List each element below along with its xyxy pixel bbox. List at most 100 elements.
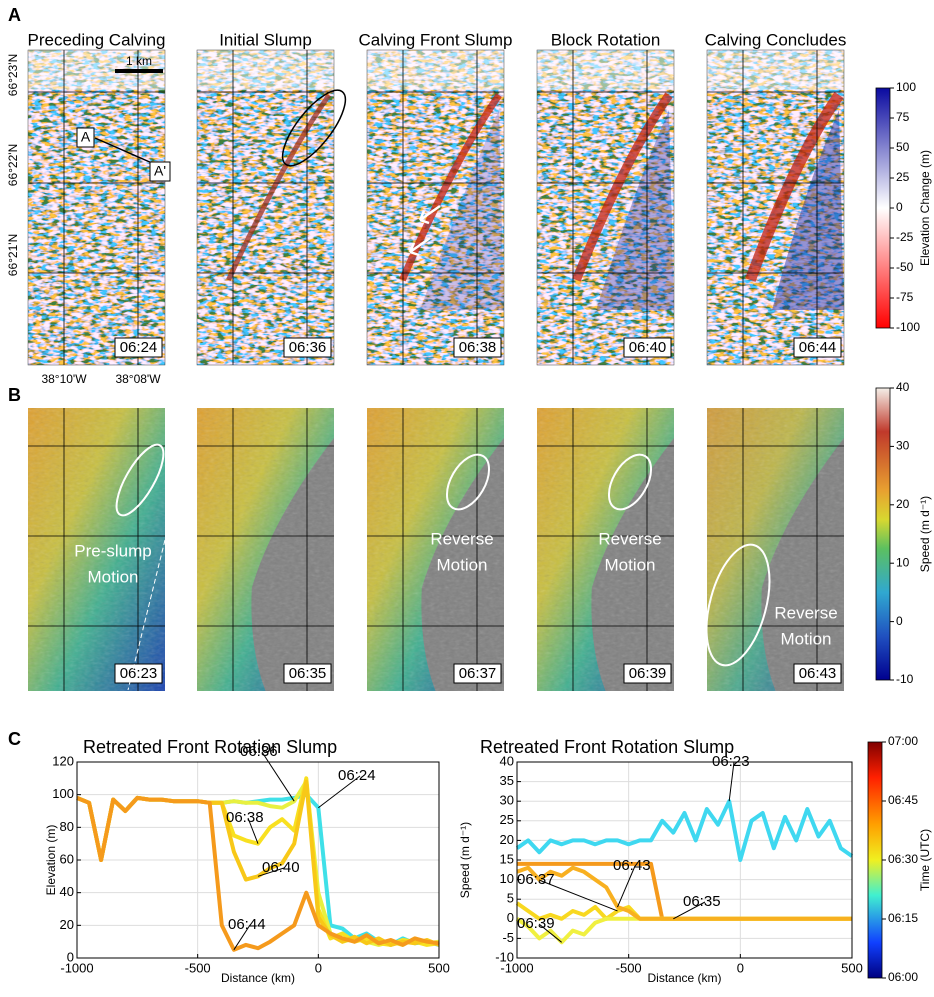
colorbar-tick-label: -75 (896, 290, 914, 304)
annotation-arrow (538, 879, 618, 912)
ice-texture (707, 408, 844, 691)
series-label: 06:24 (338, 767, 376, 784)
lat-label: 66°21'N (6, 234, 20, 276)
colorbar-tick-label: 06:30 (888, 852, 918, 866)
motion-annotation: Reverse (598, 529, 661, 548)
colorbar-label: Speed (m d⁻¹) (918, 496, 932, 572)
map-frame (27, 49, 166, 366)
colorbar-label: Time (UTC) (918, 829, 932, 891)
y-tick-label: 20 (60, 917, 74, 932)
chart-title: Retreated Front Rotation Slump (83, 737, 337, 757)
y-tick-label: 15 (500, 851, 514, 866)
y-tick-label: -5 (502, 930, 514, 945)
time-box (793, 337, 842, 358)
y-tick-label: 80 (60, 819, 74, 834)
lon-label: 38°10'W (41, 372, 87, 386)
profile-line (94, 137, 153, 164)
time-label: 06:44 (799, 339, 837, 356)
x-axis-label: Distance (km) (647, 971, 721, 985)
annotation-arrow (261, 751, 295, 802)
colorbar-tick-label: -100 (896, 320, 920, 334)
time-box (623, 337, 672, 358)
series-line (76, 795, 440, 952)
time-label: 06:23 (120, 665, 158, 682)
arrow (418, 204, 441, 225)
series-label: 06:35 (683, 893, 721, 910)
annotation-arrow (617, 865, 636, 908)
colorbar-tick-label: 40 (896, 380, 910, 394)
profile-box (76, 127, 95, 148)
map-frame (706, 49, 845, 366)
blue-band (772, 110, 844, 310)
blue-band (596, 110, 674, 310)
y-tick-label: 25 (500, 812, 514, 827)
map-frame (196, 49, 335, 366)
colorbar-label: Elevation Change (m) (918, 150, 932, 266)
series-label: 06:39 (517, 915, 555, 932)
y-tick-label: 40 (500, 753, 514, 768)
series-label: 06:37 (517, 871, 555, 888)
colorbar-tick-label: 50 (896, 140, 910, 154)
series-line (515, 799, 854, 862)
profile-box (149, 161, 171, 182)
profile-label: A' (154, 163, 166, 179)
motion-annotation: Motion (436, 555, 487, 574)
front-band (399, 93, 502, 282)
time-label: 06:24 (120, 339, 158, 356)
motion-outline (445, 453, 491, 511)
lat-label: 66°22'N (6, 144, 20, 186)
x-tick-label: -1000 (500, 960, 533, 975)
x-tick-label: 0 (737, 960, 744, 975)
colorbar-tick-label: -10 (896, 672, 914, 686)
panel-title: Initial Slump (219, 30, 312, 49)
map-texture (28, 50, 165, 365)
map-frame (366, 49, 505, 366)
plot-frame (516, 761, 853, 959)
time-box (793, 663, 842, 684)
ice-texture (537, 408, 674, 691)
series-label: 06:40 (262, 859, 300, 876)
motion-annotation: Pre-slump (74, 541, 151, 560)
annotation-arrow (233, 924, 251, 951)
map-top-fade (537, 50, 674, 90)
x-tick-label: -500 (185, 960, 211, 975)
y-axis-label: Elevation (m) (44, 825, 58, 896)
annotation-arrow (728, 761, 735, 802)
map-top-fade (197, 50, 334, 90)
time-box (623, 663, 672, 684)
y-tick-label: 0 (507, 910, 514, 925)
x-tick-label: -500 (616, 960, 642, 975)
panel-label: B (8, 385, 21, 405)
flow-line (127, 539, 166, 691)
lat-label: 66°23'N (6, 54, 20, 96)
colorbar (875, 387, 891, 681)
x-tick-label: 500 (841, 960, 863, 975)
ice-texture (367, 408, 504, 691)
time-box (283, 337, 332, 358)
annotation-arrow (257, 867, 285, 877)
front-band (226, 93, 332, 282)
front-band (745, 91, 844, 282)
colorbar-tick-label: 30 (896, 439, 910, 453)
y-tick-label: 20 (500, 832, 514, 847)
time-label: 06:40 (629, 339, 667, 356)
y-tick-label: 35 (500, 773, 514, 788)
time-box (114, 337, 163, 358)
y-tick-label: -10 (495, 949, 514, 964)
series-label: 06:43 (613, 857, 651, 874)
time-box (283, 663, 332, 684)
x-tick-label: 500 (428, 960, 450, 975)
y-tick-label: 10 (500, 871, 514, 886)
colorbar-tick-label: 75 (896, 110, 910, 124)
colorbar-tick-label: 0 (896, 200, 903, 214)
series-label: 06:36 (240, 743, 278, 760)
time-colorbar (867, 741, 883, 979)
slump-outline (281, 89, 347, 167)
motion-annotation: Reverse (430, 529, 493, 548)
ice-texture (197, 408, 334, 691)
y-tick-label: 30 (500, 793, 514, 808)
front-band (572, 92, 673, 282)
x-tick-label: 0 (315, 960, 322, 975)
motion-annotation: Motion (87, 567, 138, 586)
